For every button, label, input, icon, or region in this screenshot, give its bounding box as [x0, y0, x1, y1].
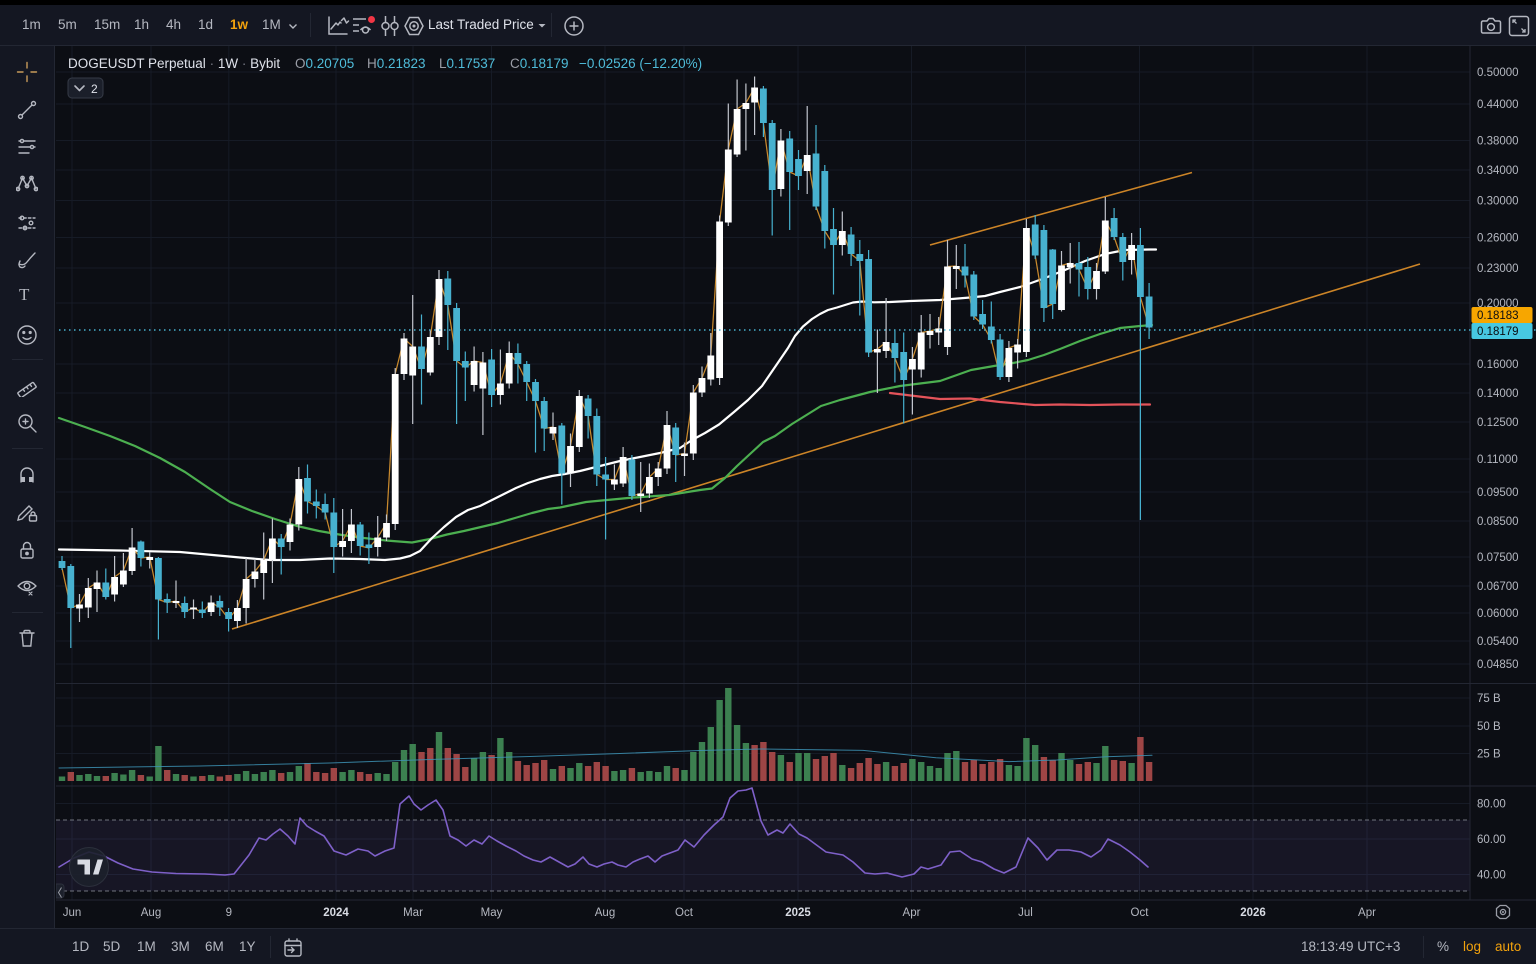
svg-text:Apr: Apr	[1358, 907, 1376, 919]
svg-text:Mar: Mar	[403, 907, 423, 919]
svg-text:Jul: Jul	[1018, 907, 1033, 919]
svg-text:0.50000: 0.50000	[1477, 67, 1519, 79]
svg-text:80.00: 80.00	[1477, 799, 1506, 811]
svg-text:Aug: Aug	[595, 907, 615, 919]
svg-text:0.44000: 0.44000	[1477, 99, 1519, 111]
svg-text:0.07500: 0.07500	[1477, 552, 1519, 564]
svg-text:0.23000: 0.23000	[1477, 263, 1519, 275]
svg-text:May: May	[481, 907, 503, 919]
svg-text:2024: 2024	[323, 907, 349, 919]
svg-text:0.12500: 0.12500	[1477, 417, 1519, 429]
svg-text:0.06700: 0.06700	[1477, 581, 1519, 593]
svg-text:Aug: Aug	[141, 907, 161, 919]
svg-text:50 B: 50 B	[1477, 721, 1501, 733]
svg-text:0.14000: 0.14000	[1477, 388, 1519, 400]
svg-text:0.04850: 0.04850	[1477, 659, 1519, 671]
svg-text:0.38000: 0.38000	[1477, 136, 1519, 148]
svg-text:2025: 2025	[785, 907, 811, 919]
svg-text:Oct: Oct	[675, 907, 694, 919]
svg-text:60.00: 60.00	[1477, 834, 1506, 846]
svg-text:DOGEUSDT Perpetual · 1W · Bybi: DOGEUSDT Perpetual · 1W · Bybit	[68, 56, 280, 71]
svg-text:25 B: 25 B	[1477, 749, 1501, 761]
svg-text:0.05400: 0.05400	[1477, 636, 1519, 648]
svg-text:0.09500: 0.09500	[1477, 487, 1519, 499]
svg-text:0.11000: 0.11000	[1477, 454, 1518, 466]
svg-text:9: 9	[226, 907, 232, 919]
svg-text:Apr: Apr	[903, 907, 921, 919]
svg-text:75 B: 75 B	[1477, 693, 1501, 705]
svg-text:0.26000: 0.26000	[1477, 233, 1519, 245]
svg-text:0.06000: 0.06000	[1477, 608, 1519, 620]
svg-text:2: 2	[91, 82, 98, 96]
svg-text:0.34000: 0.34000	[1477, 165, 1519, 177]
svg-text:Oct: Oct	[1131, 907, 1150, 919]
svg-text:40.00: 40.00	[1477, 870, 1506, 882]
svg-text:0.30000: 0.30000	[1477, 196, 1519, 208]
svg-text:2026: 2026	[1240, 907, 1266, 919]
svg-text:0.16000: 0.16000	[1477, 359, 1519, 371]
svg-text:Jun: Jun	[63, 907, 82, 919]
svg-text:0.18183: 0.18183	[1477, 310, 1519, 322]
svg-text:0.18179: 0.18179	[1477, 326, 1519, 338]
svg-text:0.08500: 0.08500	[1477, 516, 1519, 528]
